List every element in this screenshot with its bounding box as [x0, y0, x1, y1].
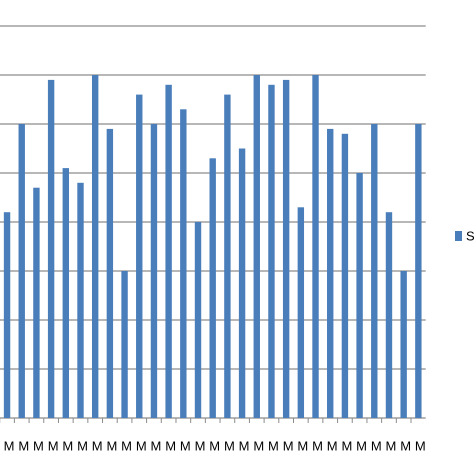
x-tick-label: M [77, 438, 88, 453]
x-tick-label: M [239, 438, 250, 453]
bar [180, 109, 187, 419]
x-tick-label: M [180, 438, 191, 453]
x-tick-label: M [18, 438, 29, 453]
bar [253, 75, 260, 418]
bar [121, 271, 128, 418]
x-tick-label: M [297, 438, 308, 453]
x-tick-label: M [165, 438, 176, 453]
x-tick-label: M [136, 438, 147, 453]
bar [77, 182, 84, 418]
bar [371, 124, 378, 418]
bar [385, 212, 393, 418]
x-tick-label: M [224, 438, 235, 453]
x-tick-label: M [371, 438, 382, 453]
x-tick-label: M [268, 438, 279, 453]
legend-swatch [455, 231, 462, 241]
bar [165, 84, 172, 419]
bar [341, 133, 349, 419]
x-tick-label: M [4, 438, 15, 453]
x-tick-label: M [62, 438, 73, 453]
x-tick-label: M [356, 438, 367, 453]
bar [415, 124, 422, 418]
x-tick-label: M [151, 438, 162, 453]
bar [136, 94, 143, 418]
x-tick-label: M [195, 438, 206, 453]
bar [327, 128, 334, 418]
bar [312, 75, 319, 418]
bar [91, 75, 99, 418]
x-tick-label: M [106, 438, 117, 453]
bar [297, 207, 305, 418]
x-tick-label: M [253, 438, 264, 453]
bar [47, 79, 55, 419]
x-tick-label: M [341, 438, 352, 453]
bar [150, 124, 158, 418]
x-tick-label: M [312, 438, 323, 453]
bar [268, 84, 275, 419]
x-tick-label: M [386, 438, 397, 453]
x-tick-label: M [48, 438, 59, 453]
x-tick-label: M [415, 438, 426, 453]
bar [62, 168, 70, 418]
bar [33, 187, 40, 418]
x-tick-label: M [33, 438, 44, 453]
bar [209, 158, 216, 419]
bar [400, 271, 407, 418]
bar [3, 212, 11, 418]
bar [194, 222, 202, 418]
bar [238, 148, 246, 418]
bar [282, 79, 290, 419]
x-tick-label: M [121, 438, 132, 453]
x-tick-label: M [400, 438, 411, 453]
x-tick-label: M [283, 438, 294, 453]
bar [18, 124, 25, 418]
bar [224, 94, 231, 418]
x-tick-label: M [327, 438, 338, 453]
legend-label: S [466, 228, 474, 243]
x-tick-label: M [92, 438, 103, 453]
x-tick-label: M [209, 438, 220, 453]
bar [356, 173, 363, 418]
bar [106, 128, 114, 418]
